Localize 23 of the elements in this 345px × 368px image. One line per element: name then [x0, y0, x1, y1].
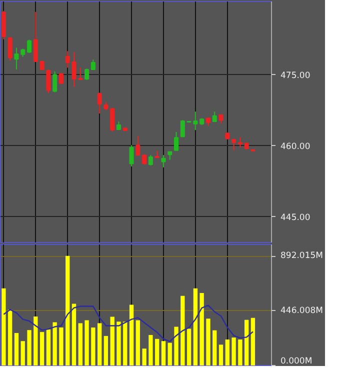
candlestick: [148, 154, 153, 166]
candlestick: [232, 138, 236, 151]
y-tick-label: 0.000M: [280, 356, 312, 366]
candlestick: [180, 120, 185, 138]
candlestick: [136, 136, 140, 156]
y-tick-label: 460.00: [280, 142, 310, 152]
candlestick: [97, 92, 102, 114]
candlestick: [33, 11, 38, 62]
y-tick-label: 892.015M: [280, 251, 323, 262]
candlestick: [129, 144, 134, 167]
candlestick: [52, 70, 58, 93]
candlestick: [110, 107, 115, 132]
candlestick: [84, 68, 90, 80]
candlestick: [161, 154, 166, 168]
y-tick-label: 475.00: [280, 71, 310, 82]
candlestick: [27, 39, 32, 54]
candlestick: [8, 37, 12, 62]
y-tick-label: 445.00: [280, 213, 310, 224]
candlestick: [174, 131, 179, 151]
y-tick-label: 446.008M: [280, 306, 323, 316]
candlestick: [142, 154, 147, 166]
candlestick: [14, 47, 19, 70]
candlestick: [46, 69, 51, 94]
